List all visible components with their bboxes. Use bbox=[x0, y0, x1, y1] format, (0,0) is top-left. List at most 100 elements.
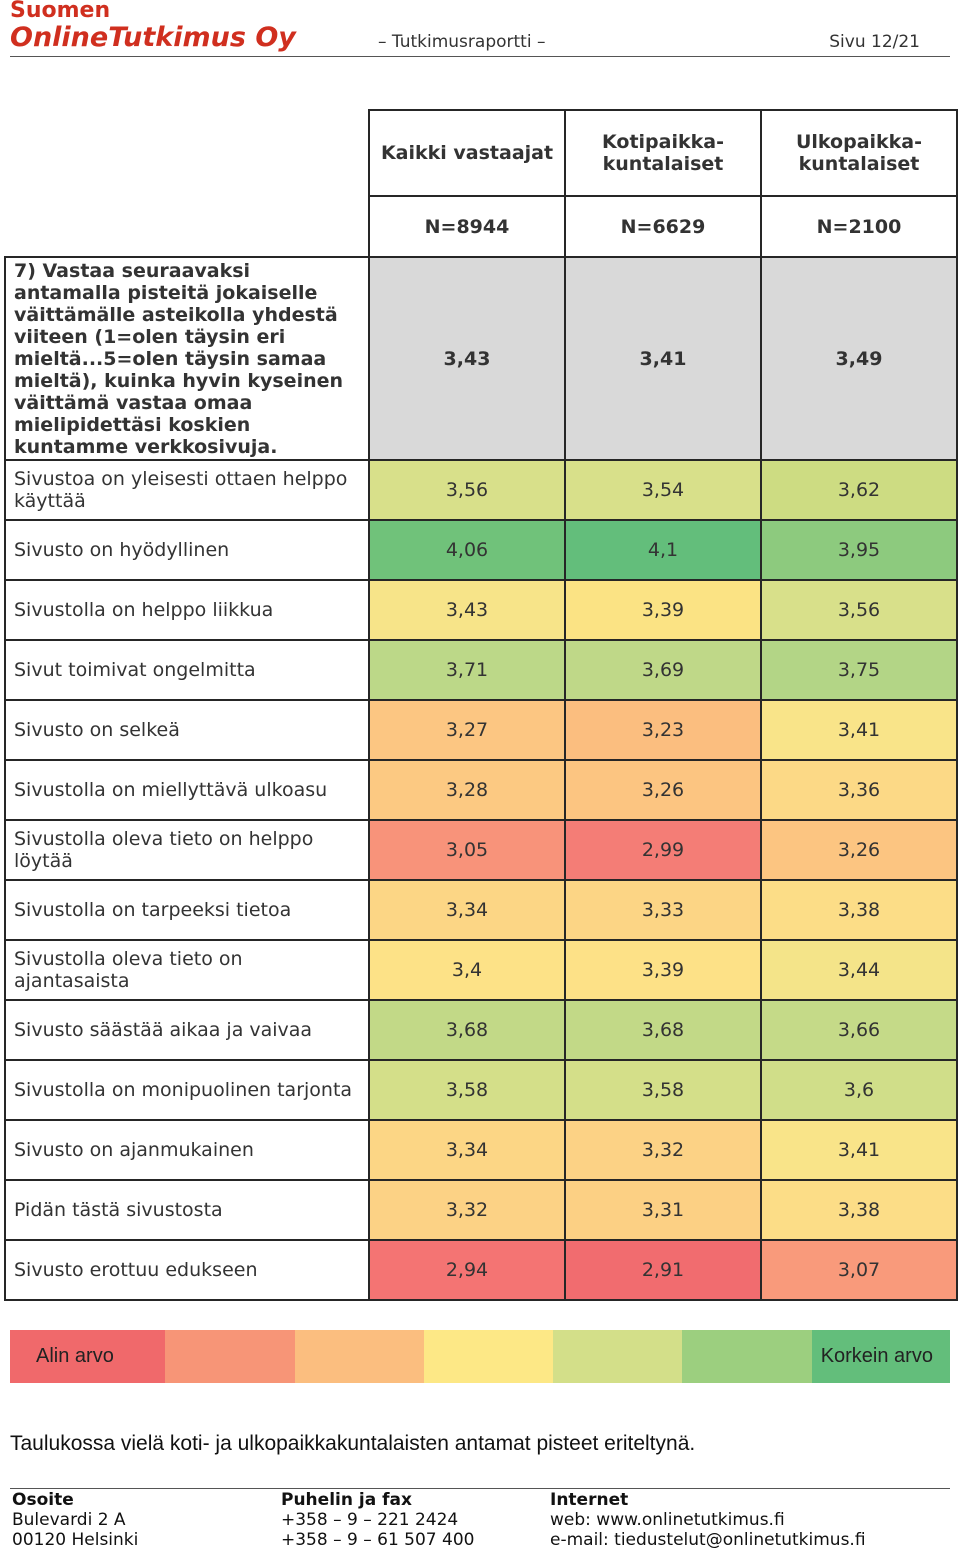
footer-address-street: Bulevardi 2 A bbox=[12, 1510, 126, 1530]
row-label: Sivustolla on monipuolinen tarjonta bbox=[4, 1059, 370, 1121]
sample-size-local: N=6629 bbox=[564, 195, 762, 258]
table-row: Sivustoa on yleisesti ottaen helppo käyt… bbox=[4, 459, 958, 521]
header-divider bbox=[10, 56, 950, 57]
value-cell: 4,1 bbox=[564, 519, 762, 581]
value-cell: 2,94 bbox=[368, 1239, 566, 1301]
footer-phone-number: +358 – 9 – 221 2424 bbox=[281, 1510, 459, 1530]
value-cell: 3,62 bbox=[760, 459, 958, 521]
column-header-label: Kotipaikka- kuntalaiset bbox=[602, 131, 724, 175]
sample-size-all: N=8944 bbox=[368, 195, 566, 258]
legend-segment bbox=[165, 1330, 295, 1383]
value-cell: 3,32 bbox=[368, 1179, 566, 1241]
footer-divider bbox=[10, 1488, 950, 1489]
row-label: Sivusto erottuu edukseen bbox=[4, 1239, 370, 1301]
company-name-line2: OnlineTutkimus Oy bbox=[10, 22, 296, 53]
question-row: 7) Vastaa seuraavaksi antamalla pisteitä… bbox=[4, 256, 958, 461]
results-table: Kaikki vastaajat Kotipaikka- kuntalaiset… bbox=[4, 109, 958, 1301]
value-cell: 3,95 bbox=[760, 519, 958, 581]
question-value-local: 3,41 bbox=[564, 256, 762, 461]
footer-fax-number: +358 – 9 – 61 507 400 bbox=[281, 1530, 475, 1550]
table-row: Sivusto on ajanmukainen 3,34 3,32 3,41 bbox=[4, 1119, 958, 1181]
value-cell: 3,68 bbox=[564, 999, 762, 1061]
color-scale-legend: Alin arvo Korkein arvo bbox=[10, 1330, 950, 1383]
value-cell: 3,27 bbox=[368, 699, 566, 761]
value-cell: 3,43 bbox=[368, 579, 566, 641]
row-label: Sivusto on ajanmukainen bbox=[4, 1119, 370, 1181]
table-row: Sivustolla on helppo liikkua 3,43 3,39 3,56 bbox=[4, 579, 958, 641]
value-cell: 3,58 bbox=[368, 1059, 566, 1121]
value-cell: 3,56 bbox=[760, 579, 958, 641]
value-cell: 3,68 bbox=[368, 999, 566, 1061]
footer-address-heading: Osoite bbox=[12, 1490, 74, 1510]
footer-web-link[interactable]: web: www.onlinetutkimus.fi bbox=[550, 1510, 785, 1530]
value-cell: 3,66 bbox=[760, 999, 958, 1061]
value-cell: 3,34 bbox=[368, 1119, 566, 1181]
row-label: Sivustolla on tarpeeksi tietoa bbox=[4, 879, 370, 941]
row-label: Sivustolla oleva tieto on ajantasaista bbox=[4, 939, 370, 1001]
value-cell: 3,41 bbox=[760, 1119, 958, 1181]
question-value-all: 3,43 bbox=[368, 256, 566, 461]
legend-low-label: Alin arvo bbox=[36, 1345, 114, 1367]
sample-size-nonlocal: N=2100 bbox=[760, 195, 958, 258]
row-label: Sivusto säästää aikaa ja vaivaa bbox=[4, 999, 370, 1061]
column-header-label: Kaikki vastaajat bbox=[380, 142, 554, 164]
value-cell: 3,26 bbox=[564, 759, 762, 821]
row-label: Sivustoa on yleisesti ottaen helppo käyt… bbox=[4, 459, 370, 521]
table-row: Sivustolla on monipuolinen tarjonta 3,58 3… bbox=[4, 1059, 958, 1121]
column-header-row: Kaikki vastaajat Kotipaikka- kuntalaiset… bbox=[5, 109, 958, 197]
table-row: Sivusto säästää aikaa ja vaivaa 3,68 3,68 3… bbox=[4, 999, 958, 1061]
legend-segment bbox=[294, 1330, 424, 1383]
footer-email-link[interactable]: e-mail: tiedustelut@onlinetutkimus.fi bbox=[550, 1530, 866, 1550]
legend-high-segment: Korkein arvo bbox=[811, 1330, 950, 1383]
value-cell: 2,91 bbox=[564, 1239, 762, 1301]
footer-phone: Puhelin ja fax +358 – 9 – 221 2424 +358 … bbox=[281, 1490, 474, 1550]
value-cell: 3,26 bbox=[760, 819, 958, 881]
footer-address: Osoite Bulevardi 2 A 00120 Helsinki bbox=[12, 1490, 138, 1550]
value-cell: 3,28 bbox=[368, 759, 566, 821]
column-header-local: Kotipaikka- kuntalaiset bbox=[564, 109, 762, 197]
value-cell: 2,99 bbox=[564, 819, 762, 881]
value-cell: 3,75 bbox=[760, 639, 958, 701]
legend-low-segment: Alin arvo bbox=[10, 1330, 166, 1383]
table-row: Sivustolla oleva tieto on ajantasaista 3,… bbox=[4, 939, 958, 1001]
page-number: Sivu 12/21 bbox=[829, 32, 920, 52]
legend-segment bbox=[553, 1330, 683, 1383]
empty-corner-cell bbox=[5, 196, 369, 257]
value-cell: 4,06 bbox=[368, 519, 566, 581]
table-row: Sivustolla oleva tieto on helppo löytää 3… bbox=[4, 819, 958, 881]
legend-segment bbox=[682, 1330, 812, 1383]
footer-phone-heading: Puhelin ja fax bbox=[281, 1490, 412, 1510]
value-cell: 3,34 bbox=[368, 879, 566, 941]
value-cell: 3,38 bbox=[760, 879, 958, 941]
table-row: Sivusto on hyödyllinen 4,06 4,1 3,95 bbox=[4, 519, 958, 581]
report-label: – Tutkimusraportti – bbox=[378, 32, 546, 52]
question-value-nonlocal: 3,49 bbox=[760, 256, 958, 461]
question-text: 7) Vastaa seuraavaksi antamalla pisteitä… bbox=[4, 256, 370, 461]
value-cell: 3,71 bbox=[368, 639, 566, 701]
table-row: Sivustolla on miellyttävä ulkoasu 3,28 3,2… bbox=[4, 759, 958, 821]
footer-internet: Internet web: www.onlinetutkimus.fi e-ma… bbox=[550, 1490, 866, 1550]
legend-high-label: Korkein arvo bbox=[820, 1345, 933, 1367]
value-cell: 3,31 bbox=[564, 1179, 762, 1241]
value-cell: 3,33 bbox=[564, 879, 762, 941]
value-cell: 3,36 bbox=[760, 759, 958, 821]
value-cell: 3,4 bbox=[368, 939, 566, 1001]
empty-corner-cell bbox=[5, 110, 369, 196]
column-header-nonlocal: Ulkopaikka- kuntalaiset bbox=[760, 109, 958, 197]
column-header-all: Kaikki vastaajat bbox=[368, 109, 566, 197]
table-row: Sivusto on selkeä 3,27 3,23 3,41 bbox=[4, 699, 958, 761]
table-row: Sivustolla on tarpeeksi tietoa 3,34 3,33 3,… bbox=[4, 879, 958, 941]
value-cell: 3,07 bbox=[760, 1239, 958, 1301]
company-name-line1: Suomen bbox=[10, 0, 111, 23]
value-cell: 3,44 bbox=[760, 939, 958, 1001]
table-row: Pidän tästä sivustosta 3,32 3,31 3,38 bbox=[4, 1179, 958, 1241]
row-label: Sivustolla on miellyttävä ulkoasu bbox=[4, 759, 370, 821]
row-label: Sivut toimivat ongelmitta bbox=[4, 639, 370, 701]
sample-size-row: N=8944 N=6629 N=2100 bbox=[5, 195, 958, 258]
row-label: Pidän tästä sivustosta bbox=[4, 1179, 370, 1241]
value-cell: 3,54 bbox=[564, 459, 762, 521]
value-cell: 3,39 bbox=[564, 579, 762, 641]
footer-address-city: 00120 Helsinki bbox=[12, 1530, 139, 1550]
table-row: Sivusto erottuu edukseen 2,94 2,91 3,07 bbox=[4, 1239, 958, 1301]
value-cell: 3,58 bbox=[564, 1059, 762, 1121]
